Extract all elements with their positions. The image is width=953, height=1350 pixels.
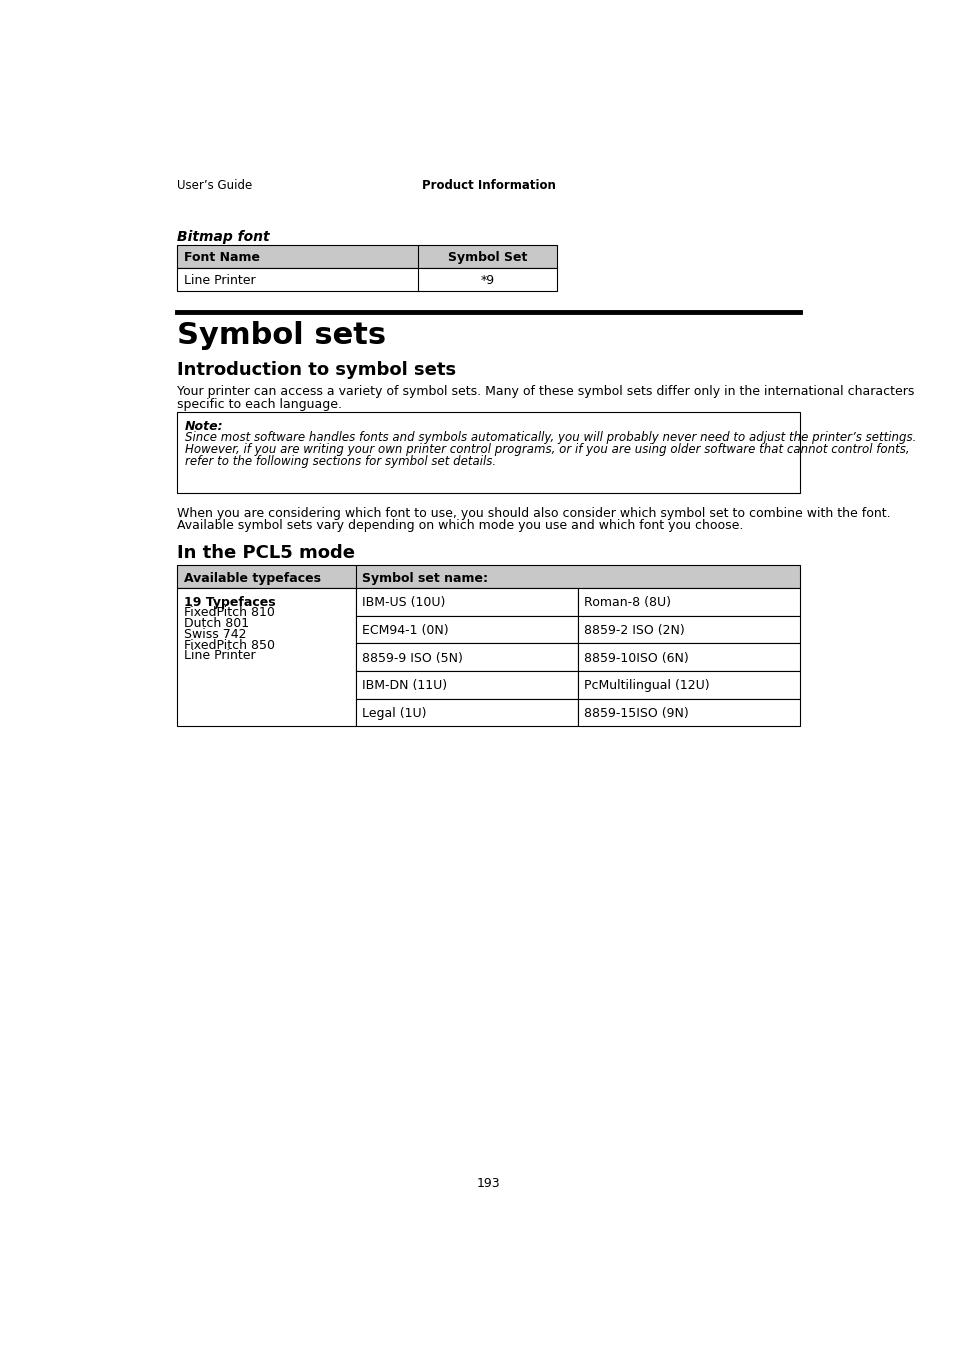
Text: When you are considering which font to use, you should also consider which symbo: When you are considering which font to u… (177, 508, 890, 520)
Text: FixedPitch 810: FixedPitch 810 (183, 606, 274, 620)
Text: Dutch 801: Dutch 801 (183, 617, 249, 630)
Text: In the PCL5 mode: In the PCL5 mode (177, 544, 355, 562)
Bar (578, 616, 800, 643)
Text: 8859-2 ISO (2N): 8859-2 ISO (2N) (583, 624, 684, 637)
Bar (355, 671, 578, 699)
Text: IBM-DN (11U): IBM-DN (11U) (361, 679, 447, 693)
Text: Legal (1U): Legal (1U) (361, 707, 426, 720)
Bar (177, 412, 800, 493)
Text: Font Name: Font Name (183, 251, 259, 265)
Text: Swiss 742: Swiss 742 (183, 628, 246, 641)
Text: Line Printer: Line Printer (183, 274, 255, 288)
Text: However, if you are writing your own printer control programs, or if you are usi: However, if you are writing your own pri… (185, 443, 909, 456)
Bar (355, 616, 578, 643)
Text: 8859-10ISO (6N): 8859-10ISO (6N) (583, 652, 688, 664)
Bar (177, 587, 355, 726)
Text: refer to the following sections for symbol set details.: refer to the following sections for symb… (185, 455, 496, 468)
Text: Symbol set name:: Symbol set name: (361, 571, 487, 585)
Text: 8859-15ISO (9N): 8859-15ISO (9N) (583, 707, 688, 720)
Text: Product Information: Product Information (421, 180, 556, 192)
Text: *9: *9 (479, 274, 494, 288)
Text: User’s Guide: User’s Guide (177, 180, 253, 192)
Bar (177, 269, 557, 292)
Text: Bitmap font: Bitmap font (177, 230, 270, 244)
Bar (578, 587, 800, 616)
Text: 193: 193 (476, 1177, 500, 1189)
Bar (578, 671, 800, 699)
Text: ECM94-1 (0N): ECM94-1 (0N) (361, 624, 448, 637)
Text: 19 Typefaces: 19 Typefaces (183, 595, 274, 609)
Text: FixedPitch 850: FixedPitch 850 (183, 639, 274, 652)
Text: PcMultilingual (12U): PcMultilingual (12U) (583, 679, 709, 693)
Bar (578, 643, 800, 671)
Text: Introduction to symbol sets: Introduction to symbol sets (177, 360, 456, 378)
Bar (177, 246, 557, 269)
Bar (578, 699, 800, 726)
Text: Note:: Note: (185, 420, 224, 433)
Bar (177, 564, 800, 587)
Text: Roman-8 (8U): Roman-8 (8U) (583, 597, 671, 609)
Text: Available symbol sets vary depending on which mode you use and which font you ch: Available symbol sets vary depending on … (177, 520, 743, 532)
Text: IBM-US (10U): IBM-US (10U) (361, 597, 445, 609)
Text: 8859-9 ISO (5N): 8859-9 ISO (5N) (361, 652, 462, 664)
Text: Available typefaces: Available typefaces (183, 571, 320, 585)
Text: specific to each language.: specific to each language. (177, 398, 342, 410)
Text: Your printer can access a variety of symbol sets. Many of these symbol sets diff: Your printer can access a variety of sym… (177, 385, 914, 398)
Text: Symbol sets: Symbol sets (177, 321, 386, 351)
Bar (355, 699, 578, 726)
Text: Line Printer: Line Printer (183, 649, 255, 663)
Text: Since most software handles fonts and symbols automatically, you will probably n: Since most software handles fonts and sy… (185, 431, 916, 444)
Bar (355, 587, 578, 616)
Bar (355, 643, 578, 671)
Text: Symbol Set: Symbol Set (447, 251, 526, 265)
